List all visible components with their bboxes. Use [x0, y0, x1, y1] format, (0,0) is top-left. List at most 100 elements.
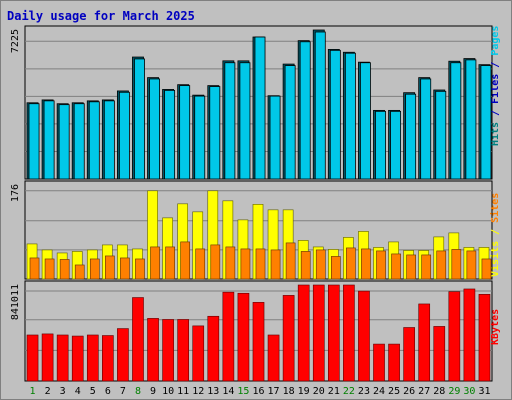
pages-bar [314, 31, 326, 180]
day-label: 21 [328, 386, 340, 397]
pages-bar [88, 101, 100, 180]
pages-bar [239, 62, 251, 180]
pages-bar [465, 59, 477, 180]
day-label: 23 [358, 386, 370, 397]
sites-bar [150, 246, 160, 280]
sites-bar [44, 258, 55, 280]
sites-bar [285, 242, 296, 280]
sites-bar [451, 249, 462, 280]
pages-bar [134, 58, 145, 180]
sites-bar [315, 249, 326, 280]
pages-bar [284, 65, 296, 180]
day-label: 17 [268, 386, 280, 397]
day-label: 30 [463, 386, 475, 397]
sites-bar [225, 246, 236, 280]
sites-bar [406, 254, 416, 280]
kbytes-bar [71, 335, 84, 382]
kbytes-bar [267, 334, 280, 382]
kbytes-bar [373, 343, 385, 382]
day-label: 31 [478, 386, 490, 397]
sites-bar [436, 250, 447, 280]
kbytes-bar [297, 284, 310, 382]
legend-entry: / [490, 104, 501, 122]
series-legend: KBytes [490, 309, 501, 345]
day-label: 28 [433, 386, 445, 397]
pages-bar [118, 91, 130, 180]
kbytes-bar [478, 294, 491, 382]
pages-bar [269, 95, 281, 180]
day-label: 5 [90, 386, 96, 397]
sites-bar [466, 250, 477, 280]
pages-bar [179, 85, 191, 180]
sites-bar [376, 250, 386, 280]
sites-bar [270, 249, 281, 280]
sites-bar [346, 247, 356, 280]
kbytes-bar [237, 292, 250, 382]
kbytes-bar [86, 334, 99, 382]
sites-bar [135, 258, 145, 280]
kbytes-bar [222, 291, 235, 382]
sites-bar [391, 253, 401, 280]
day-label: 14 [222, 386, 234, 397]
kbytes-bar [117, 328, 129, 382]
kbytes-bar [312, 284, 325, 382]
kbytes-bar [41, 333, 54, 382]
day-label: 4 [75, 386, 81, 397]
pages-bar [28, 103, 40, 180]
pages-bar [299, 41, 311, 180]
day-label: 13 [207, 386, 219, 397]
chart-title: Daily usage for March 2025 [7, 9, 195, 23]
sites-bar [330, 256, 341, 280]
pages-bar [103, 100, 115, 180]
day-label: 19 [298, 386, 310, 397]
day-label: 22 [343, 386, 355, 397]
kbytes-bar [343, 284, 355, 382]
day-label: 1 [30, 386, 36, 397]
day-label: 2 [45, 386, 51, 397]
kbytes-bar [403, 327, 415, 382]
kbytes-bar [282, 295, 295, 382]
visits-panel: 176 Visits / Sites [10, 180, 501, 280]
day-label: 6 [105, 386, 111, 397]
legend-entry: Visits [489, 241, 501, 277]
day-label: 29 [448, 386, 460, 397]
legend-entry: Hits [489, 122, 501, 146]
sites-bar [120, 257, 130, 280]
pages-bar [344, 52, 356, 180]
day-label: 12 [192, 386, 204, 397]
day-label: 11 [177, 386, 189, 397]
kbytes-bar [56, 334, 69, 382]
sites-bar [59, 259, 70, 280]
day-label: 3 [60, 386, 66, 397]
pages-bar [360, 62, 371, 180]
sites-bar [240, 248, 251, 280]
series-legend: Hits / Files / Pages [489, 26, 501, 146]
pages-bar [194, 95, 206, 180]
pages-bar [73, 103, 85, 180]
sites-bar [195, 248, 206, 280]
day-label: 15 [237, 386, 249, 397]
kbytes-panel: 841011 KBytes [10, 280, 501, 382]
legend-entry: / [490, 56, 501, 74]
kbytes-bar [192, 325, 205, 382]
sites-bar [165, 246, 175, 280]
sites-bar [255, 248, 266, 280]
day-label: 16 [252, 386, 264, 397]
day-label: 20 [313, 386, 325, 397]
sites-bar [300, 251, 311, 280]
sites-bar [361, 248, 371, 280]
pages-bar [58, 104, 70, 180]
kbytes-bar [433, 326, 446, 382]
pages-bar [450, 62, 462, 180]
pages-bar [480, 65, 492, 180]
legend-entry: / [490, 223, 501, 241]
sites-bar [74, 264, 85, 280]
day-label: 24 [373, 386, 385, 397]
kbytes-bar [418, 303, 431, 382]
pages-bar [390, 110, 402, 180]
legend-entry: KBytes [490, 309, 501, 345]
kbytes-bar [463, 288, 476, 382]
sites-bar [105, 255, 115, 280]
